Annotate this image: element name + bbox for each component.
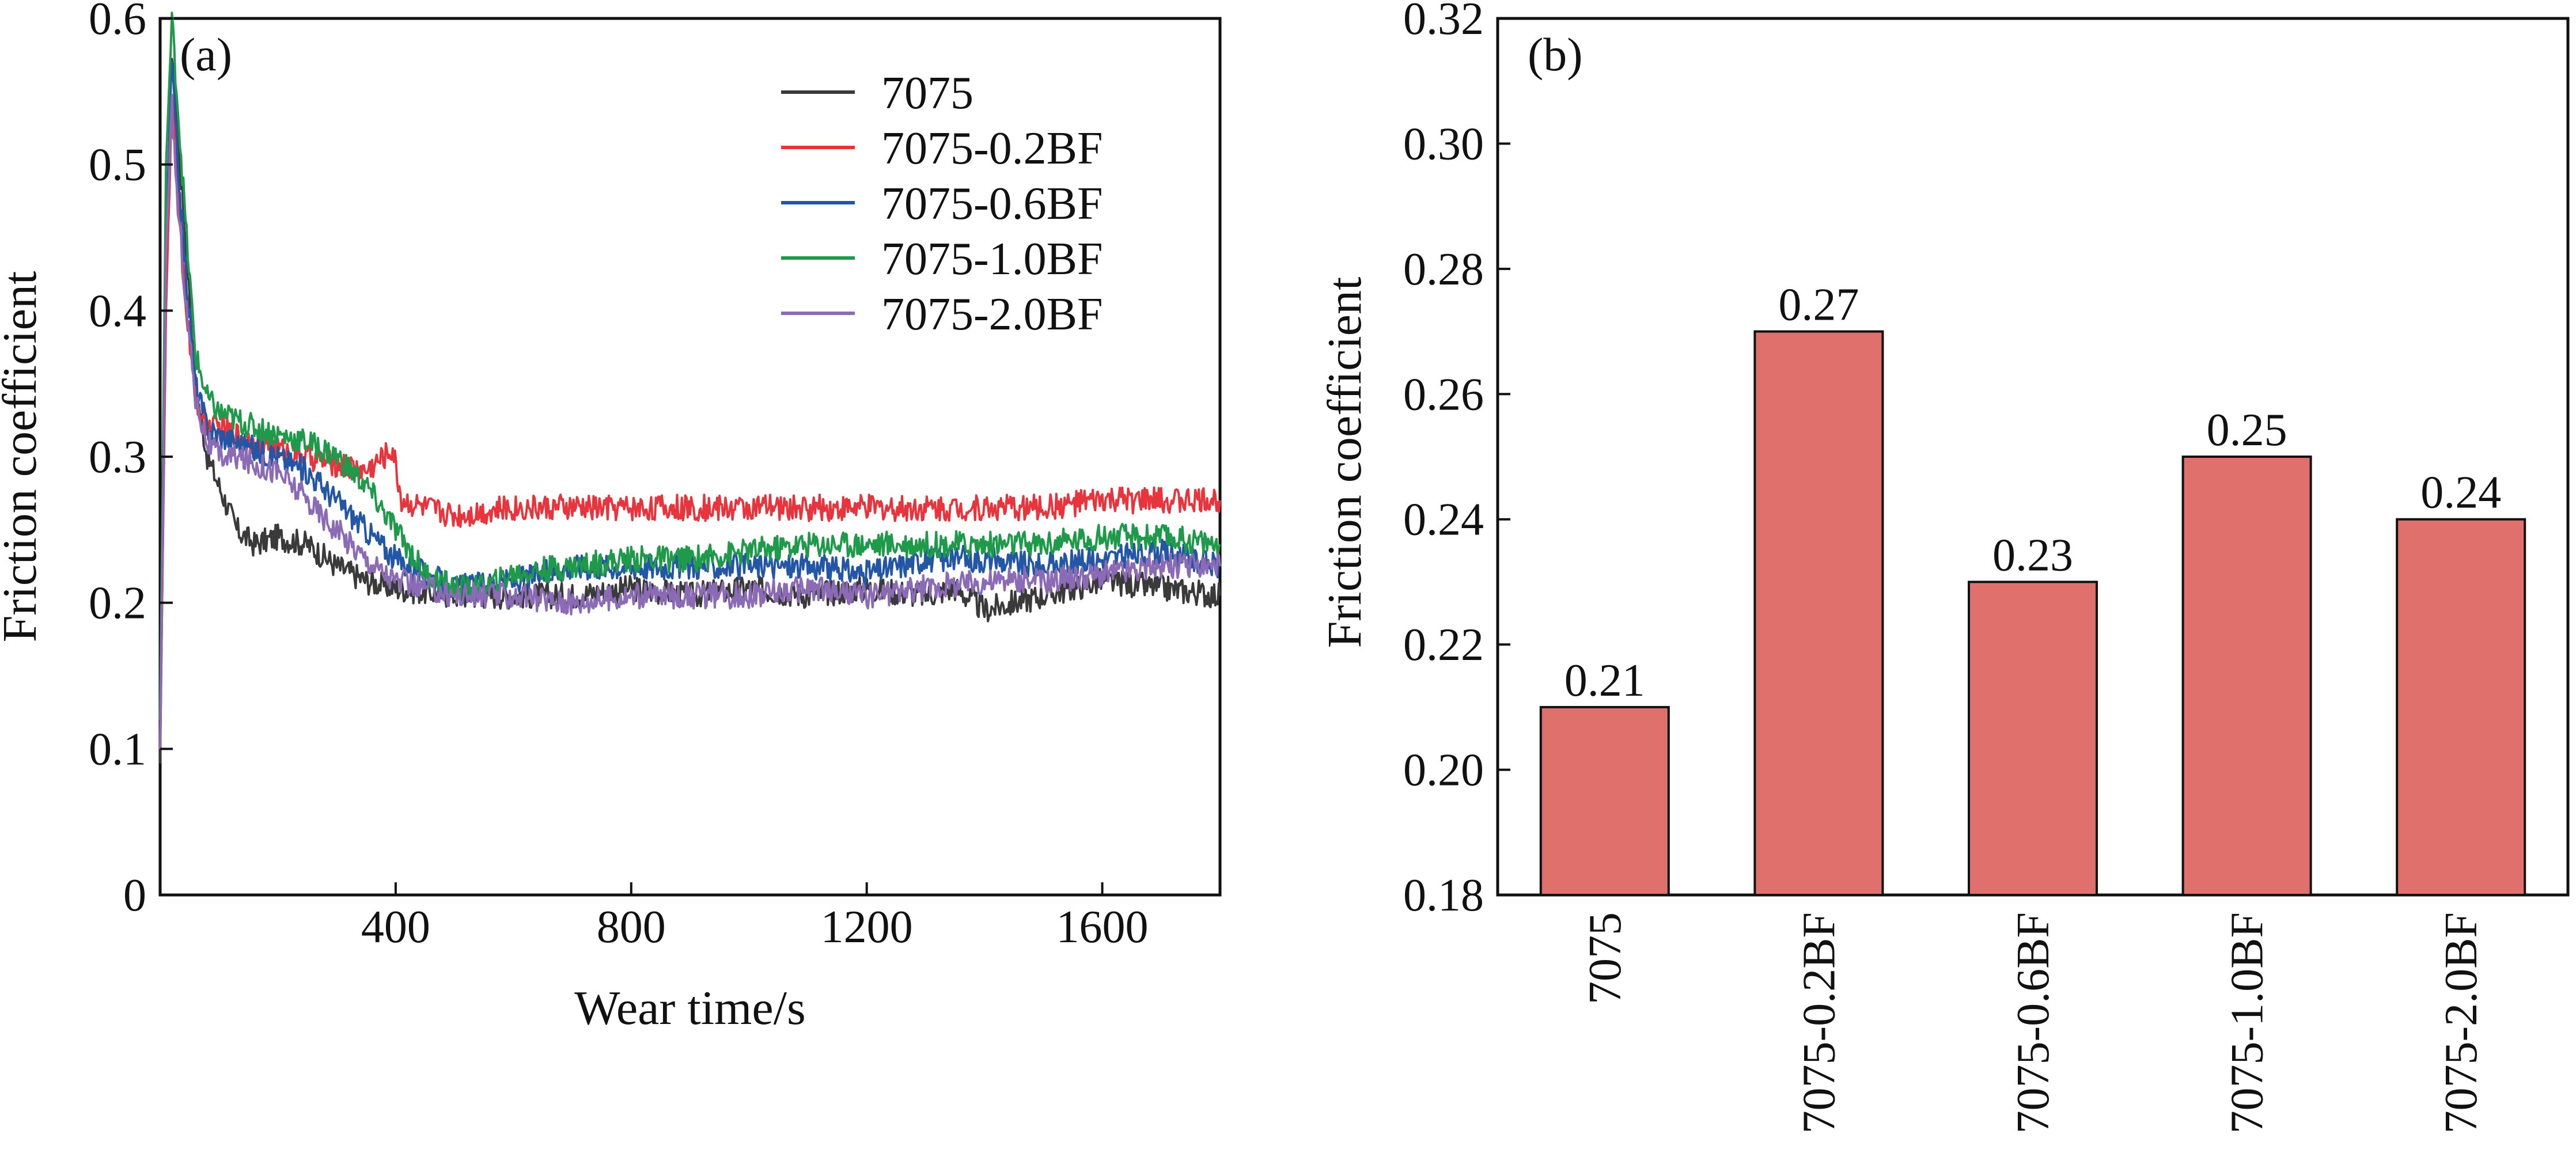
legend-entry: 7075-0.2BF bbox=[881, 123, 1103, 174]
legend: 70757075-0.2BF7075-0.6BF7075-1.0BF7075-2… bbox=[781, 68, 1103, 340]
y-tick-label: 0 bbox=[123, 870, 146, 921]
category-label: 7075 bbox=[1580, 912, 1631, 1004]
y-axis-label-b: Friction coefficient bbox=[1318, 277, 1372, 648]
y-tick-label: 0.32 bbox=[1403, 0, 1484, 44]
series-line-7075-2.0BF bbox=[159, 93, 1221, 749]
panel-label-a: (a) bbox=[180, 28, 232, 81]
y-axis-ticks: 0.18 0.20 0.22 0.24 0.26 0.28 0.30 0.32 bbox=[1403, 0, 1510, 921]
x-tick-label: 1200 bbox=[821, 902, 913, 953]
bar-value-label: 0.25 bbox=[2207, 405, 2287, 456]
bar-value-label: 0.27 bbox=[1778, 280, 1859, 331]
x-tick-label: 400 bbox=[361, 902, 430, 953]
bar-7075-0.2BF bbox=[1753, 330, 1884, 896]
bar-value-label: 0.23 bbox=[1992, 530, 2073, 581]
series-line-7075-1.0BF bbox=[159, 12, 1221, 720]
legend-entry: 7075 bbox=[881, 68, 973, 119]
bar-chart-panel: 0.210.270.230.250.24 0.180.200.220.240.2… bbox=[1318, 0, 2570, 1134]
x-tick-label: 800 bbox=[597, 902, 666, 953]
series-group bbox=[159, 12, 1221, 764]
category-label: 7075-0.2BF bbox=[1794, 912, 1844, 1134]
category-label: 7075-2.0BF bbox=[2436, 912, 2487, 1134]
y-tick-label: 0.6 bbox=[89, 0, 146, 44]
x-axis-ticks: 400 800 1200 1600 bbox=[361, 882, 1149, 953]
y-tick-label: 0.1 bbox=[89, 724, 146, 775]
x-tick-label: 1600 bbox=[1056, 902, 1149, 953]
bar-7075-1.0BF bbox=[2181, 456, 2312, 896]
legend-entry: 7075-1.0BF bbox=[881, 234, 1103, 284]
y-tick-label: 0.2 bbox=[89, 578, 146, 629]
series-line-7075-0.6BF bbox=[159, 61, 1221, 749]
line-chart-panel: 400 800 1200 1600 0 0.1 0.2 0.3 0.4 0.5 0.6 (a) W… bbox=[0, 0, 1222, 1035]
x-axis-label: Wear time/s bbox=[574, 981, 805, 1035]
y-tick-label: 0.18 bbox=[1403, 870, 1484, 921]
y-tick-label: 0.3 bbox=[89, 432, 146, 483]
y-tick-label: 0.28 bbox=[1403, 244, 1484, 295]
bar-value-label: 0.21 bbox=[1564, 655, 1645, 706]
legend-entry: 7075-0.6BF bbox=[881, 179, 1103, 229]
series-line-7075-0.2BF bbox=[159, 96, 1221, 749]
bar-7075 bbox=[1539, 705, 1670, 897]
y-tick-label: 0.5 bbox=[89, 140, 146, 191]
panel-label-b: (b) bbox=[1528, 28, 1583, 81]
bar-value-label: 0.24 bbox=[2420, 468, 2501, 518]
y-tick-label: 0.4 bbox=[89, 286, 146, 336]
bars-group: 0.21 0.27 0.23 0.25 0.24 bbox=[1539, 280, 2526, 897]
category-label: 7075-0.6BF bbox=[2008, 912, 2059, 1134]
category-label: 7075-1.0BF bbox=[2222, 912, 2273, 1134]
bar-7075-0.6BF bbox=[1968, 581, 2098, 896]
y-axis-ticks: 0 0.1 0.2 0.3 0.4 0.5 0.6 bbox=[89, 0, 173, 921]
y-tick-label: 0.26 bbox=[1403, 369, 1484, 420]
y-tick-label: 0.20 bbox=[1403, 745, 1484, 796]
y-tick-label: 0.24 bbox=[1403, 495, 1484, 545]
bar-7075-2.0BF bbox=[2396, 518, 2526, 896]
x-axis-category-labels: 7075 7075-0.2BF 7075-0.6BF 7075-1.0BF 7075-2… bbox=[1580, 912, 2487, 1134]
y-tick-label: 0.22 bbox=[1403, 620, 1484, 670]
y-tick-label: 0.30 bbox=[1403, 119, 1484, 169]
legend-entry: 7075-2.0BF bbox=[881, 289, 1103, 340]
y-axis-label-a: Friction coefficient bbox=[0, 271, 47, 643]
